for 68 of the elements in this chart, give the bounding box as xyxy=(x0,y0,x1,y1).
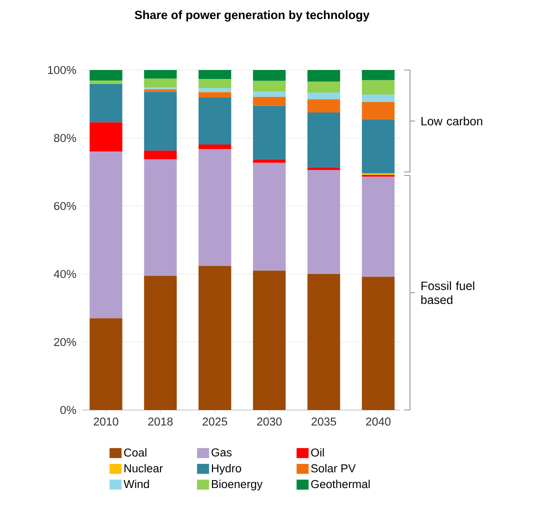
bar xyxy=(144,78,177,88)
legend-label: Hydro xyxy=(212,464,242,475)
legend-label: Oil xyxy=(311,448,324,457)
bar xyxy=(90,318,122,410)
legend-label: Solar PV xyxy=(311,464,356,472)
bar xyxy=(252,159,286,163)
bar xyxy=(198,266,232,410)
y-tick-label: 100% xyxy=(48,66,76,74)
bar xyxy=(362,176,395,277)
bar xyxy=(307,92,340,100)
bar xyxy=(90,84,122,122)
bar xyxy=(307,112,340,168)
x-tick-label: 2035 xyxy=(312,418,336,426)
bar xyxy=(307,82,340,92)
x-tick-label: 2025 xyxy=(202,418,228,426)
bar xyxy=(198,149,232,266)
bar xyxy=(198,79,232,88)
x-tick-label: 2010 xyxy=(94,418,118,426)
bar xyxy=(90,70,122,81)
x-tick-label: 2030 xyxy=(257,418,282,426)
bar xyxy=(198,92,232,98)
bar xyxy=(307,170,340,274)
bar xyxy=(252,106,286,160)
bar xyxy=(307,167,340,170)
legend-label: Coal xyxy=(124,448,146,457)
bar xyxy=(307,99,340,112)
bar xyxy=(362,119,395,174)
bar xyxy=(144,150,177,160)
bar xyxy=(362,102,395,120)
bar xyxy=(252,162,286,271)
bar xyxy=(252,96,286,106)
legend-label: Bioenergy xyxy=(212,480,263,490)
bar xyxy=(362,276,395,410)
bar xyxy=(90,152,122,318)
bar xyxy=(362,70,395,80)
bar xyxy=(90,80,122,84)
bar xyxy=(144,276,177,410)
text: Low carbon xyxy=(422,116,482,126)
bar xyxy=(144,89,177,92)
y-tick-label: 0% xyxy=(60,406,76,414)
bar xyxy=(198,70,232,80)
bar xyxy=(362,94,395,102)
bar xyxy=(252,70,286,81)
legend-label: Wind xyxy=(124,480,149,488)
bar xyxy=(144,92,177,151)
bar xyxy=(252,92,286,97)
x-tick-label: 2040 xyxy=(366,418,391,426)
y-tick-label: 60% xyxy=(54,202,76,210)
bar xyxy=(362,80,395,94)
bar xyxy=(144,159,177,276)
y-tick-label: 40% xyxy=(54,270,76,278)
bar xyxy=(198,144,232,150)
legend-label: Geothermal xyxy=(311,480,370,488)
bar xyxy=(144,70,177,78)
bar xyxy=(252,80,286,92)
bar xyxy=(252,270,286,410)
y-tick-label: 20% xyxy=(54,338,76,346)
bar xyxy=(307,274,340,410)
legend-label: Gas xyxy=(212,448,232,456)
bar xyxy=(198,88,232,92)
y-tick-label: 80% xyxy=(54,134,76,142)
x-tick-label: 2018 xyxy=(148,418,173,426)
text: Fossil fuel based xyxy=(421,281,474,304)
bar xyxy=(198,98,232,144)
bar xyxy=(307,70,340,82)
chart-title: Share of power generation by technology xyxy=(134,10,370,22)
bar xyxy=(90,122,122,152)
legend-label: Nuclear xyxy=(124,464,163,472)
